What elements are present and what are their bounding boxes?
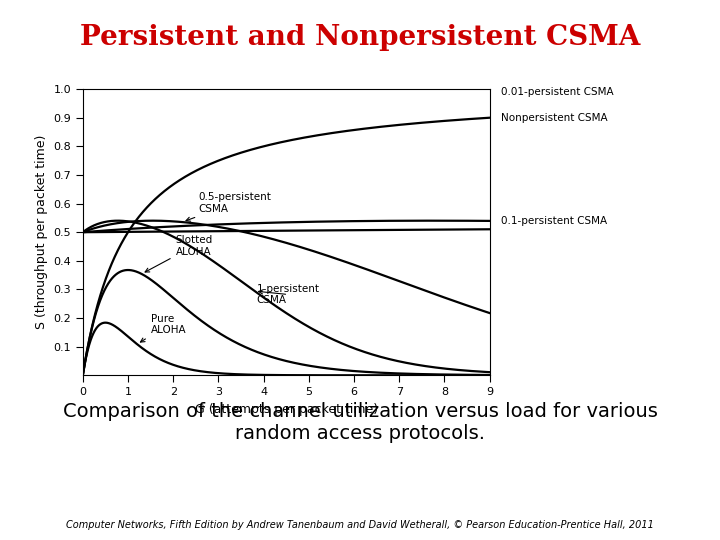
Text: 0.1-persistent CSMA: 0.1-persistent CSMA	[501, 216, 607, 226]
Y-axis label: S (throughput per packet time): S (throughput per packet time)	[35, 135, 48, 329]
Text: Pure
ALOHA: Pure ALOHA	[140, 314, 186, 342]
Text: Nonpersistent CSMA: Nonpersistent CSMA	[501, 113, 608, 123]
X-axis label: G (attempts per packet time): G (attempts per packet time)	[194, 403, 378, 416]
Text: 1-persistent
CSMA: 1-persistent CSMA	[257, 284, 320, 305]
Text: Slotted
ALOHA: Slotted ALOHA	[145, 235, 212, 272]
Text: Computer Networks, Fifth Edition by Andrew Tanenbaum and David Wetherall, © Pear: Computer Networks, Fifth Edition by Andr…	[66, 520, 654, 530]
Text: 0.5-persistent
CSMA: 0.5-persistent CSMA	[186, 192, 271, 221]
Text: Comparison of the channel utilization versus load for various
random access prot: Comparison of the channel utilization ve…	[63, 402, 657, 443]
Text: 0.01-persistent CSMA: 0.01-persistent CSMA	[501, 87, 613, 97]
Text: Persistent and Nonpersistent CSMA: Persistent and Nonpersistent CSMA	[80, 24, 640, 51]
